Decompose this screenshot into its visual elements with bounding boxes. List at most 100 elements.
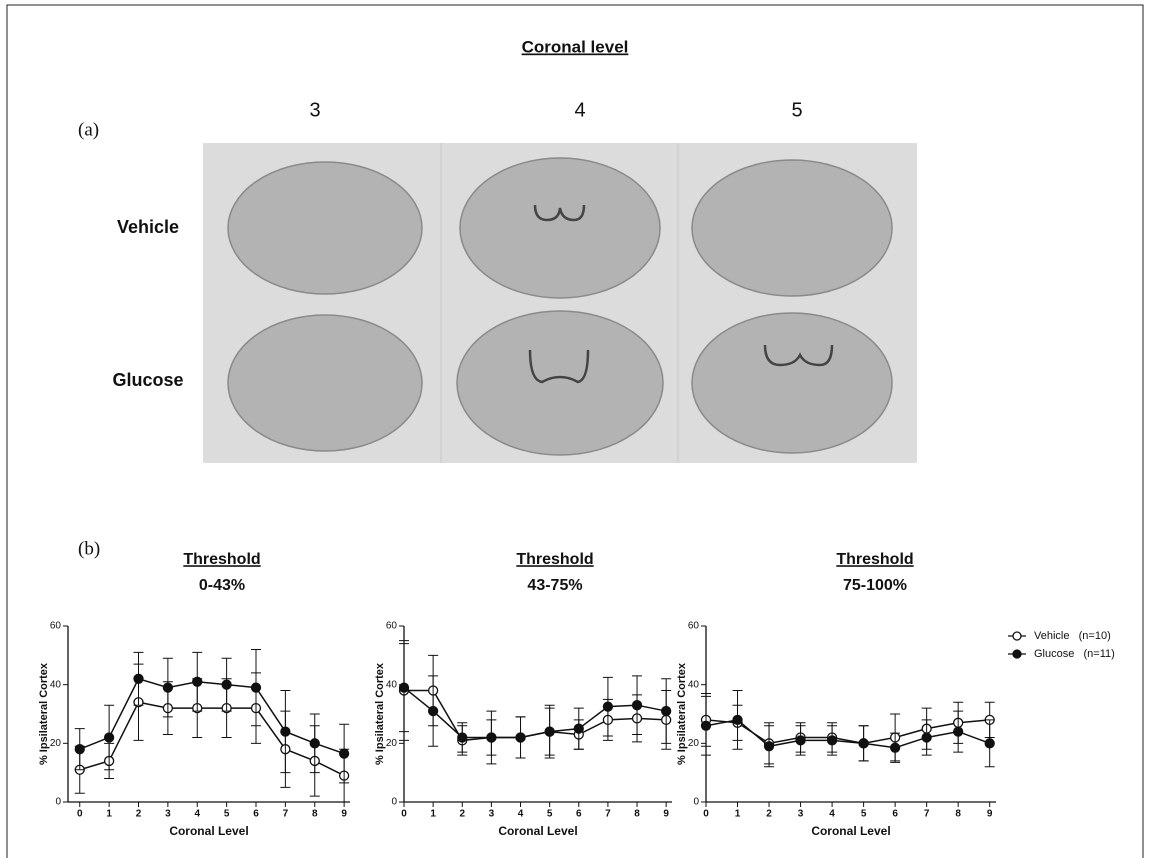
data-point bbox=[74, 744, 85, 755]
series-line bbox=[403, 687, 667, 739]
row-label: Glucose bbox=[112, 370, 183, 390]
y-axis-label: % Ipsilateral Cortex bbox=[676, 662, 688, 765]
data-point bbox=[984, 738, 995, 749]
brain-sections bbox=[203, 143, 917, 463]
x-axis-label: Coronal Level bbox=[169, 824, 248, 838]
x-tick-label: 1 bbox=[735, 809, 741, 820]
ventricle-outlines bbox=[528, 204, 834, 384]
x-tick-label: 0 bbox=[703, 809, 709, 820]
data-point bbox=[921, 732, 932, 743]
y-tick-label: 60 bbox=[50, 621, 62, 632]
data-point bbox=[700, 720, 712, 731]
brain-slice bbox=[459, 157, 661, 299]
data-point bbox=[631, 700, 643, 711]
data-point bbox=[732, 714, 743, 726]
series-line bbox=[79, 677, 345, 755]
data-point bbox=[280, 726, 291, 737]
chart-subtitle: 43-75% bbox=[527, 577, 582, 594]
x-tick-label: 0 bbox=[77, 809, 83, 820]
data-point bbox=[338, 748, 350, 759]
data-point bbox=[309, 738, 320, 749]
data-point bbox=[544, 726, 555, 737]
ventricle bbox=[528, 349, 590, 384]
brain-slice bbox=[691, 312, 893, 454]
data-point bbox=[103, 732, 115, 743]
x-tick-label: 4 bbox=[518, 809, 524, 820]
figure-border bbox=[6, 4, 1144, 858]
series-line bbox=[705, 719, 990, 749]
data-point bbox=[573, 723, 584, 734]
x-tick-label: 4 bbox=[829, 809, 835, 820]
legend-marker bbox=[1012, 631, 1022, 641]
column-label: 3 bbox=[309, 99, 320, 121]
brain-slice bbox=[691, 159, 893, 297]
y-tick-label: 40 bbox=[50, 679, 62, 690]
y-tick-label: 60 bbox=[386, 621, 398, 632]
y-tick-label: 60 bbox=[688, 621, 700, 632]
data-point bbox=[250, 682, 262, 693]
series-line bbox=[79, 701, 345, 777]
data-point bbox=[858, 738, 869, 749]
brain-slice bbox=[227, 161, 423, 295]
chart-subtitle: 75-100% bbox=[843, 577, 907, 594]
data-point bbox=[427, 705, 439, 717]
chart-title: Threshold bbox=[183, 551, 260, 568]
x-axis-label: Coronal Level bbox=[811, 824, 890, 838]
ventricle bbox=[533, 204, 586, 222]
y-tick-label: 0 bbox=[391, 797, 397, 808]
y-tick-label: 0 bbox=[55, 797, 61, 808]
x-tick-label: 9 bbox=[663, 809, 669, 820]
legend-label: Glucose (n=11) bbox=[1034, 648, 1115, 660]
y-tick-label: 20 bbox=[386, 738, 398, 749]
x-tick-label: 1 bbox=[106, 809, 112, 820]
x-tick-label: 8 bbox=[955, 809, 961, 820]
ventricle bbox=[763, 344, 834, 367]
data-point bbox=[889, 742, 901, 753]
y-tick-label: 40 bbox=[688, 679, 700, 690]
x-tick-label: 3 bbox=[798, 809, 804, 820]
x-axis-label: Coronal Level bbox=[498, 824, 577, 838]
y-tick-label: 20 bbox=[688, 738, 700, 749]
y-tick-label: 40 bbox=[386, 679, 398, 690]
panel-label: (b) bbox=[78, 538, 100, 559]
y-tick-label: 20 bbox=[50, 738, 62, 749]
x-tick-label: 5 bbox=[547, 809, 553, 820]
data-point bbox=[826, 735, 838, 746]
x-tick-label: 2 bbox=[459, 809, 465, 820]
data-point bbox=[515, 732, 526, 743]
series-line bbox=[705, 719, 990, 745]
x-tick-label: 9 bbox=[341, 809, 347, 820]
x-tick-label: 6 bbox=[892, 809, 898, 820]
y-tick-label: 0 bbox=[693, 797, 699, 808]
row-label: Vehicle bbox=[117, 217, 179, 237]
data-point bbox=[661, 705, 672, 717]
brain-slice bbox=[227, 314, 423, 452]
data-point bbox=[602, 701, 614, 712]
data-point bbox=[398, 682, 410, 693]
column-label: 5 bbox=[791, 99, 802, 121]
y-axis-label: % Ipsilateral Cortex bbox=[38, 662, 50, 765]
x-tick-label: 8 bbox=[634, 809, 640, 820]
data-point bbox=[457, 732, 468, 743]
column-label: 4 bbox=[574, 99, 585, 121]
x-tick-label: 6 bbox=[253, 809, 259, 820]
data-point bbox=[763, 741, 775, 752]
brain-slice bbox=[456, 310, 664, 456]
x-tick-label: 1 bbox=[430, 809, 436, 820]
chart-subtitle: 0-43% bbox=[199, 577, 245, 594]
chart-title: Threshold bbox=[836, 551, 913, 568]
data-point bbox=[192, 676, 203, 687]
legend-marker bbox=[1012, 649, 1022, 659]
brain-slices bbox=[227, 157, 893, 456]
data-point bbox=[953, 726, 964, 737]
panel-label: (a) bbox=[78, 119, 99, 140]
x-tick-label: 6 bbox=[576, 809, 582, 820]
chart-title: Threshold bbox=[516, 551, 593, 568]
series-line bbox=[404, 689, 667, 742]
x-tick-label: 4 bbox=[194, 809, 200, 820]
data-point bbox=[133, 673, 144, 684]
x-tick-label: 5 bbox=[224, 809, 230, 820]
x-tick-label: 2 bbox=[136, 809, 142, 820]
